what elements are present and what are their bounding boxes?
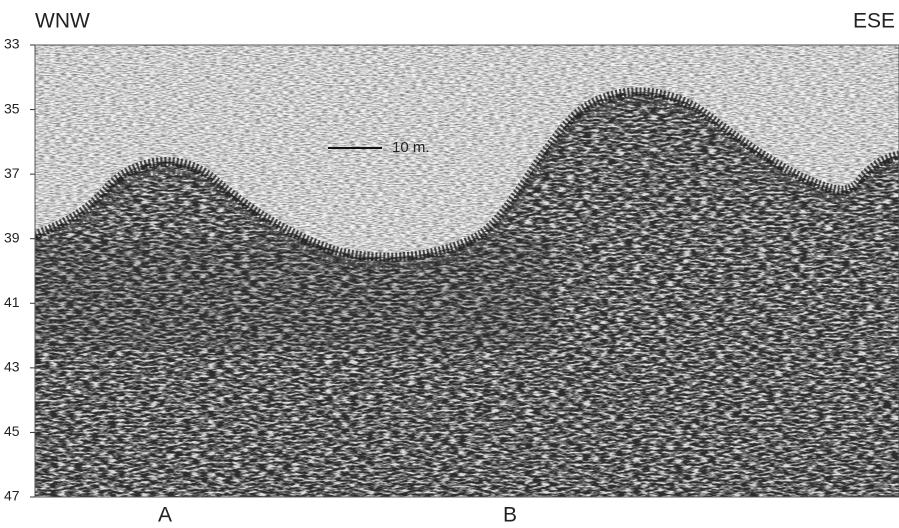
direction-right: ESE <box>853 10 895 33</box>
y-tick-label: 43 <box>4 359 20 375</box>
seismic-section <box>35 45 899 497</box>
y-tick-label: 39 <box>4 229 20 245</box>
plot-frame <box>34 44 899 498</box>
direction-left: WNW <box>35 10 90 33</box>
y-tick-label: 45 <box>4 423 20 439</box>
y-tick-label: 41 <box>4 294 20 310</box>
y-tick-label: 33 <box>4 36 20 52</box>
marker-label: A <box>158 504 172 527</box>
marker-label: B <box>503 504 517 527</box>
y-tick-label: 37 <box>4 165 20 181</box>
y-tick-label: 35 <box>4 100 20 116</box>
scale-bar-label: 10 m. <box>392 139 430 156</box>
y-tick-label: 47 <box>4 488 20 504</box>
